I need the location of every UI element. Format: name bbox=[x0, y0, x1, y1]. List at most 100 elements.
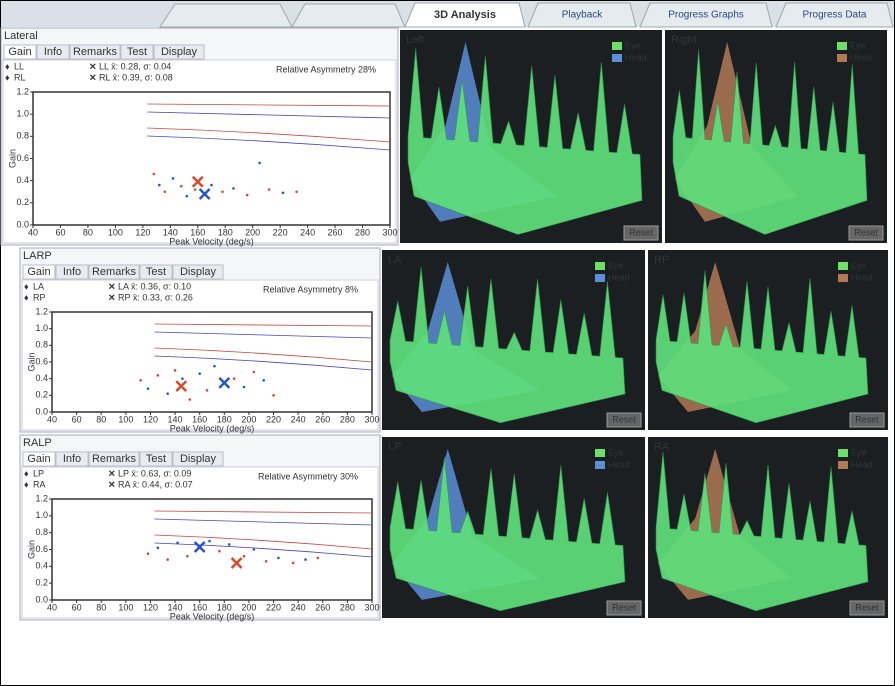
x-tick-label: 220 bbox=[266, 602, 281, 612]
legend-marker: ♦ bbox=[24, 468, 29, 478]
legend-label: Head bbox=[608, 272, 630, 282]
data-point bbox=[176, 541, 179, 544]
data-point bbox=[265, 560, 268, 563]
y-tick-label: 0.8 bbox=[16, 131, 29, 141]
y-tick-label: 0.6 bbox=[35, 544, 48, 554]
y-tick-label: 1.2 bbox=[35, 306, 48, 316]
y-tick-label: 0.8 bbox=[35, 340, 48, 350]
reset-label: Reset bbox=[612, 414, 636, 424]
asymmetry: Relative Asymmetry 28% bbox=[276, 64, 376, 74]
sub-tab-label: Gain bbox=[27, 266, 50, 278]
data-point bbox=[228, 543, 231, 546]
x-tick-label: 100 bbox=[108, 227, 123, 237]
view-label: Left bbox=[406, 34, 424, 46]
reset-label: Reset bbox=[855, 602, 879, 612]
data-point bbox=[172, 177, 175, 180]
data-point bbox=[186, 555, 189, 558]
stat-label: RL x̄: 0.39, σ: 0.08 bbox=[99, 72, 173, 82]
sub-tab-label: Info bbox=[63, 453, 81, 465]
x-tick-label: 80 bbox=[96, 602, 106, 612]
x-tick-label: 280 bbox=[355, 227, 370, 237]
x-tick-label: 100 bbox=[118, 602, 133, 612]
y-axis-label: Gain bbox=[26, 352, 36, 371]
data-point bbox=[206, 389, 209, 392]
legend-swatch bbox=[595, 274, 605, 282]
sub-tab-label: Info bbox=[63, 266, 81, 278]
legend-swatch bbox=[595, 262, 605, 270]
legend-marker: ♦ bbox=[24, 281, 29, 291]
data-point bbox=[213, 365, 216, 368]
sub-tab-label: Gain bbox=[8, 46, 31, 58]
panel-title: Lateral bbox=[4, 30, 38, 42]
legend-swatch bbox=[595, 461, 605, 469]
x-axis-label: Peak Velocity (deg/s) bbox=[170, 611, 255, 621]
sub-tab-label: Info bbox=[44, 46, 62, 58]
x-tick-label: 260 bbox=[315, 414, 330, 424]
stat-marker: ✕ bbox=[108, 292, 116, 302]
legend-swatch bbox=[838, 274, 848, 282]
sub-tab-label: Remarks bbox=[92, 266, 137, 278]
sub-tab-label: Display bbox=[161, 46, 198, 58]
view-label: RA bbox=[654, 441, 670, 453]
legend-label: Eye bbox=[608, 260, 624, 270]
stat-marker: ✕ bbox=[89, 72, 97, 82]
legend-swatch bbox=[595, 449, 605, 457]
legend-label: Eye bbox=[608, 447, 624, 457]
stat-marker: ✕ bbox=[108, 281, 116, 291]
tab[interactable] bbox=[292, 4, 405, 27]
stat-marker: ✕ bbox=[89, 61, 97, 71]
x-tick-label: 240 bbox=[291, 414, 306, 424]
y-tick-label: 1.2 bbox=[35, 493, 48, 503]
legend-label: Eye bbox=[850, 40, 866, 50]
plot-area bbox=[33, 92, 390, 225]
y-tick-label: 0.2 bbox=[35, 578, 48, 588]
stat-marker: ✕ bbox=[108, 479, 116, 489]
data-point bbox=[166, 558, 169, 561]
data-point bbox=[139, 379, 142, 382]
reset-label: Reset bbox=[854, 227, 878, 237]
data-point bbox=[262, 379, 265, 382]
data-point bbox=[253, 371, 256, 374]
legend-label: Head bbox=[850, 52, 872, 62]
y-axis-label: Gain bbox=[26, 540, 36, 559]
data-point bbox=[246, 194, 249, 197]
data-point bbox=[194, 188, 197, 191]
panel-title: LARP bbox=[23, 250, 52, 262]
legend-label: LA bbox=[33, 281, 44, 291]
stat-label: RA x̄: 0.44, σ: 0.07 bbox=[118, 479, 193, 489]
legend-swatch bbox=[612, 54, 622, 62]
x-tick-label: 120 bbox=[143, 602, 158, 612]
y-tick-label: 1.0 bbox=[35, 510, 48, 520]
legend-marker: ♦ bbox=[24, 292, 29, 302]
legend-marker: ♦ bbox=[5, 61, 10, 71]
sub-tab-label: Test bbox=[146, 453, 166, 465]
data-point bbox=[295, 190, 298, 193]
legend-swatch bbox=[838, 461, 848, 469]
x-tick-label: 120 bbox=[143, 414, 158, 424]
data-point bbox=[185, 195, 188, 198]
legend-label: Head bbox=[608, 459, 630, 469]
reset-label: Reset bbox=[612, 602, 636, 612]
data-point bbox=[147, 552, 150, 555]
data-point bbox=[157, 547, 160, 550]
x-tick-label: 80 bbox=[96, 414, 106, 424]
y-tick-label: 1.0 bbox=[16, 109, 29, 119]
sub-tab-label: Remarks bbox=[92, 453, 137, 465]
y-tick-label: 0.4 bbox=[35, 561, 48, 571]
data-point bbox=[164, 190, 167, 193]
y-tick-label: 0.6 bbox=[35, 356, 48, 366]
x-tick-label: 40 bbox=[47, 602, 57, 612]
data-point bbox=[198, 372, 201, 375]
x-tick-label: 260 bbox=[328, 227, 343, 237]
reset-label: Reset bbox=[629, 227, 653, 237]
data-point bbox=[282, 192, 285, 195]
data-point bbox=[210, 184, 213, 187]
x-tick-label: 40 bbox=[47, 414, 57, 424]
view-label: Right bbox=[671, 34, 697, 46]
legend-swatch bbox=[837, 42, 847, 50]
stat-marker: ✕ bbox=[108, 468, 116, 478]
sub-tab-label: Display bbox=[180, 453, 217, 465]
tab[interactable] bbox=[160, 4, 292, 27]
tab-label: Playback bbox=[562, 10, 604, 21]
y-tick-label: 1.2 bbox=[16, 86, 29, 96]
